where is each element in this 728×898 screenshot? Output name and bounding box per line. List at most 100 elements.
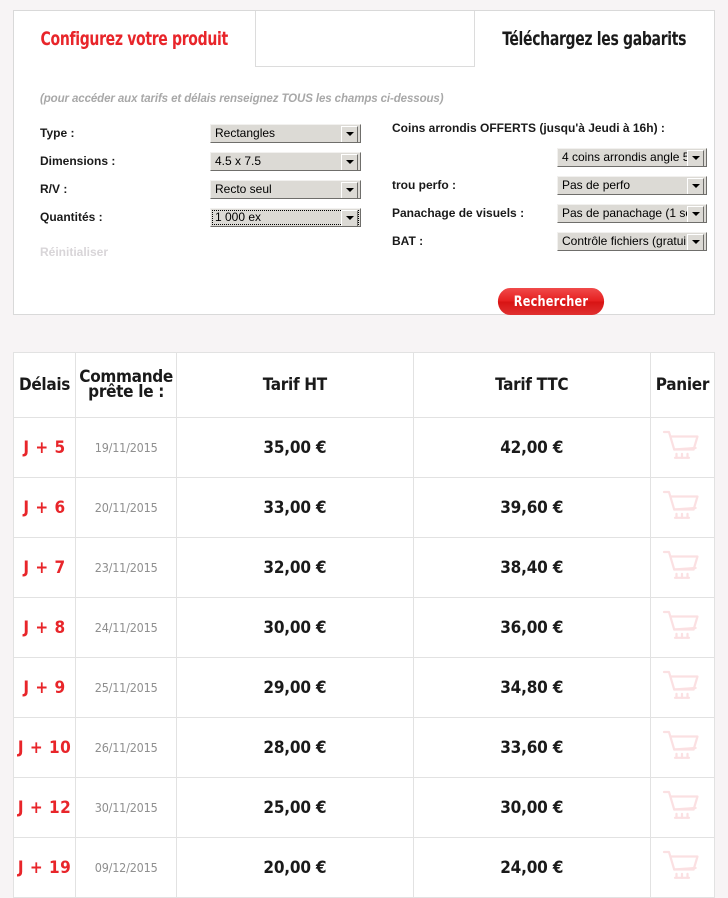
cell-panier[interactable]	[649, 417, 716, 478]
dimensions-select[interactable]: 4.5 x 7.5	[210, 151, 361, 171]
bat-select[interactable]: Contrôle fichiers (gratui	[557, 231, 707, 251]
cell-date: 25/11/2015	[75, 657, 178, 718]
shopping-cart-icon[interactable]	[662, 609, 702, 643]
chevron-down-icon[interactable]	[687, 233, 704, 250]
field-label: R/V :	[40, 182, 68, 196]
helper-text: (pour accéder aux tarifs et délais rense…	[40, 93, 444, 105]
cell-date: 24/11/2015	[75, 597, 178, 658]
table-row: J + 8 24/11/2015 30,00 €36,00 €	[12, 597, 716, 658]
table-row: J + 5 19/11/2015 35,00 €42,00 €	[12, 417, 716, 478]
select-value: Pas de panachage (1 se	[562, 206, 688, 220]
shopping-cart-icon[interactable]	[662, 729, 702, 763]
rv-select[interactable]: Recto seul	[210, 179, 361, 199]
cell-tarif-ht: 33,00 €	[176, 477, 414, 538]
cell-panier[interactable]	[649, 777, 716, 838]
cell-delai: J + 10	[12, 717, 77, 778]
cell-tarif-ht: 35,00 €	[176, 417, 414, 478]
header-panier: Panier	[649, 352, 716, 418]
tab-configurez-votre-produit[interactable]: Configurez votre produit	[14, 11, 255, 67]
field-rv: R/V : Recto seul	[40, 175, 370, 203]
table-row: J + 10 26/11/2015 28,00 €33,60 €	[12, 717, 716, 778]
table-row: J + 6 20/11/2015 33,00 €39,60 €	[12, 477, 716, 538]
cell-tarif-ttc: 24,00 €	[412, 837, 651, 898]
cell-tarif-ttc: 30,00 €	[412, 777, 651, 838]
field-label: Quantités :	[40, 210, 103, 224]
shopping-cart-icon[interactable]	[662, 489, 702, 523]
cell-date: 23/11/2015	[75, 537, 178, 598]
field-type: Type : Rectangles	[40, 119, 370, 147]
cell-date: 19/11/2015	[75, 417, 178, 478]
cell-delai: J + 19	[12, 837, 77, 898]
header-tarif-ttc: Tarif TTC	[412, 352, 651, 418]
field-label: BAT :	[392, 234, 424, 248]
tab-telechargez-les-gabarits[interactable]: Téléchargez les gabarits	[475, 11, 714, 67]
form-column-left: Type : Rectangles Dimensions : 4.5 x 7.5…	[40, 119, 370, 259]
cell-date: 30/11/2015	[75, 777, 178, 838]
cell-panier[interactable]	[649, 657, 716, 718]
field-quantites: Quantités : 1 000 ex	[40, 203, 370, 231]
select-value: Rectangles	[215, 126, 276, 140]
field-trou-perfo: trou perfo : Pas de perfo	[392, 171, 712, 199]
header-line-2: prête le :	[88, 382, 165, 402]
cell-tarif-ht: 29,00 €	[176, 657, 414, 718]
tab-empty[interactable]	[255, 11, 475, 67]
cell-panier[interactable]	[649, 477, 716, 538]
rates-table: Délais Commande prête le : Tarif HT Tari…	[12, 352, 716, 898]
shopping-cart-icon[interactable]	[662, 549, 702, 583]
chevron-down-icon[interactable]	[687, 177, 704, 194]
cell-date: 09/12/2015	[75, 837, 178, 898]
cell-tarif-ttc: 38,40 €	[412, 537, 651, 598]
coins-arrondis-select[interactable]: 4 coins arrondis angle 5	[557, 147, 707, 167]
form-column-right: Coins arrondis OFFERTS (jusqu'à Jeudi à …	[392, 119, 712, 255]
tab-label: Configurez votre produit	[40, 28, 229, 50]
cell-tarif-ttc: 34,80 €	[412, 657, 651, 718]
header-delais: Délais	[12, 352, 77, 418]
field-bat: BAT : Contrôle fichiers (gratui	[392, 227, 712, 255]
chevron-down-icon[interactable]	[341, 153, 358, 170]
chevron-down-icon[interactable]	[687, 205, 704, 222]
select-value: 1 000 ex	[215, 210, 262, 224]
trou-perfo-select[interactable]: Pas de perfo	[557, 175, 707, 195]
field-panachage: Panachage de visuels : Pas de panachage …	[392, 199, 712, 227]
chevron-down-icon[interactable]	[341, 125, 358, 142]
table-row: J + 19 09/12/2015 20,00 €24,00 €	[12, 837, 716, 898]
rates-table-body: J + 5 19/11/2015 35,00 €42,00 € J + 6 20/11/…	[12, 417, 716, 898]
chevron-down-icon[interactable]	[341, 181, 358, 198]
cell-tarif-ht: 30,00 €	[176, 597, 414, 658]
cell-panier[interactable]	[649, 537, 716, 598]
chevron-down-icon[interactable]	[341, 209, 358, 226]
select-value: Contrôle fichiers (gratui	[562, 234, 687, 248]
cell-tarif-ttc: 39,60 €	[412, 477, 651, 538]
shopping-cart-icon[interactable]	[662, 789, 702, 823]
field-dimensions: Dimensions : 4.5 x 7.5	[40, 147, 370, 175]
cell-tarif-ttc: 36,00 €	[412, 597, 651, 658]
cell-delai: J + 6	[12, 477, 77, 538]
field-label: Panachage de visuels :	[392, 206, 525, 220]
shopping-cart-icon[interactable]	[662, 429, 702, 463]
cell-delai: J + 8	[12, 597, 77, 658]
table-row: J + 7 23/11/2015 32,00 €38,40 €	[12, 537, 716, 598]
panachage-select[interactable]: Pas de panachage (1 se	[557, 203, 707, 223]
chevron-down-icon[interactable]	[687, 149, 704, 166]
cell-delai: J + 7	[12, 537, 77, 598]
cell-tarif-ttc: 42,00 €	[412, 417, 651, 478]
quantites-select[interactable]: 1 000 ex	[210, 207, 361, 227]
header-tarif-ht: Tarif HT	[176, 352, 414, 418]
select-value: Pas de perfo	[562, 178, 631, 192]
coins-arrondis-heading: Coins arrondis OFFERTS (jusqu'à Jeudi à …	[392, 121, 665, 135]
reset-link[interactable]: Réinitialiser	[40, 245, 109, 259]
tab-label: Téléchargez les gabarits	[502, 28, 687, 50]
shopping-cart-icon[interactable]	[662, 849, 702, 883]
search-button[interactable]: Rechercher	[497, 288, 605, 315]
cell-tarif-ht: 25,00 €	[176, 777, 414, 838]
cell-tarif-ht: 28,00 €	[176, 717, 414, 778]
cell-panier[interactable]	[649, 717, 716, 778]
cell-panier[interactable]	[649, 837, 716, 898]
cell-panier[interactable]	[649, 597, 716, 658]
shopping-cart-icon[interactable]	[662, 669, 702, 703]
table-row: J + 9 25/11/2015 29,00 €34,80 €	[12, 657, 716, 718]
type-select[interactable]: Rectangles	[210, 123, 361, 143]
header-commande-prete-le: Commande prête le :	[75, 352, 178, 418]
field-label: Dimensions :	[40, 154, 116, 168]
configurator-panel: Configurez votre produit Téléchargez les…	[13, 10, 715, 315]
